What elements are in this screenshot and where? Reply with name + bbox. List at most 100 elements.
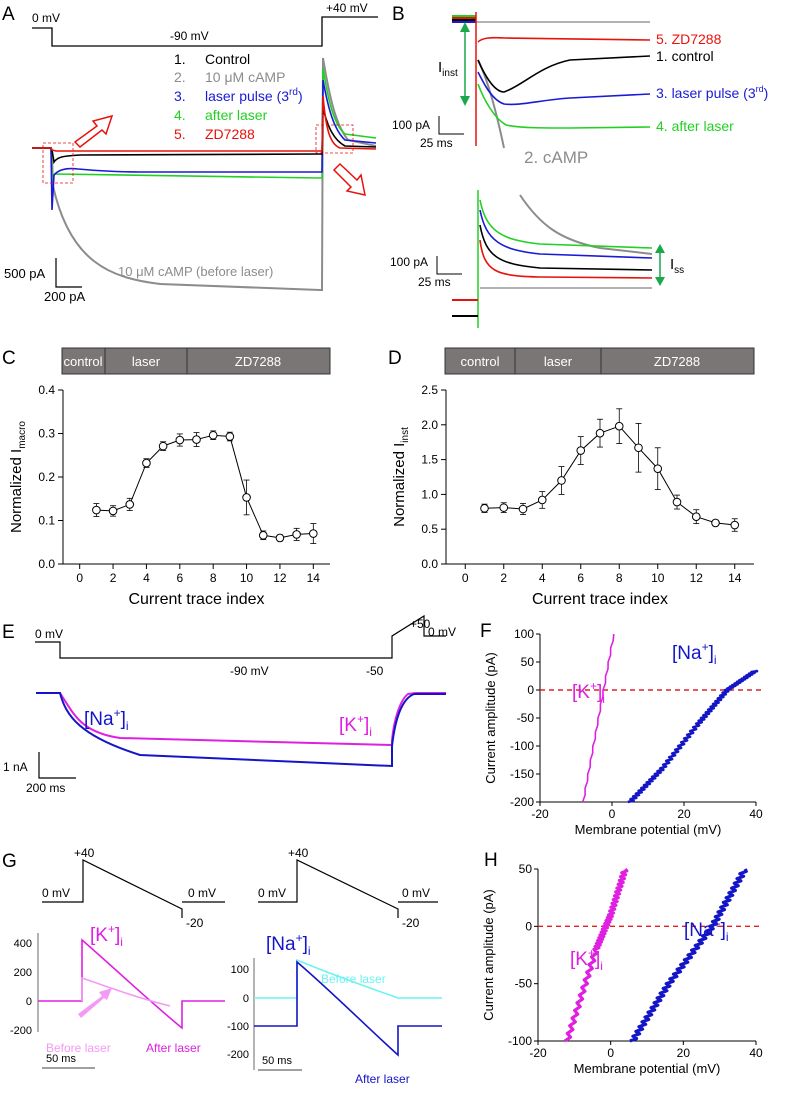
e-scale-bar (38, 752, 76, 779)
panel-label-a: A (2, 4, 15, 25)
y-tick-label: 0 (525, 919, 532, 933)
y-tick-label: -50 (515, 977, 533, 991)
data-point (142, 458, 151, 468)
panel-label-d: D (388, 348, 402, 369)
b-scale-bar-bottom (436, 256, 462, 275)
b-label-after: 4. after laser (656, 118, 734, 134)
data-point (499, 503, 509, 512)
x-tick-label: 20 (677, 1046, 691, 1060)
g-k-v20: -20 (186, 916, 204, 930)
b-label-laser: 3. laser pulse (3rd) (656, 84, 768, 101)
y-axis-label: Normalized Iinst (391, 427, 411, 527)
b-low-control (479, 224, 653, 271)
x-tick-label: -20 (531, 807, 549, 821)
y-tick-label: 0.0 (38, 557, 55, 571)
g-na-v20: -20 (402, 916, 420, 930)
e-label-k: [K+]i (339, 712, 372, 739)
legend-label-after: after laser (205, 107, 268, 123)
data-point (258, 530, 268, 540)
panel-a-scale-bar (55, 258, 82, 288)
legend-label-zd: ZD7288 (205, 126, 255, 142)
data-point (192, 435, 201, 444)
data-point (309, 529, 318, 538)
series-na (629, 868, 748, 1043)
x-tick-label: 0 (462, 571, 469, 585)
y-tick-label: 1.0 (421, 487, 438, 501)
e-scale-v: 1 nA (3, 760, 28, 774)
x-tick-label: 14 (307, 571, 321, 585)
y-tick-label: 0 (527, 683, 534, 697)
y-tick-label: -100 (508, 1034, 532, 1048)
b-trace-camp (477, 59, 505, 149)
y-tick-label: 0.3 (38, 427, 55, 441)
x-tick-label: -20 (529, 1046, 547, 1060)
panel-label-h: H (484, 850, 498, 871)
x-axis-label: Membrane potential (mV) (574, 1061, 721, 1076)
panel-e: E 0 mV -90 mV -50 +50 0 mV [Na+]i [K+]i … (2, 614, 456, 795)
b-trace-after (477, 83, 651, 129)
data-point (537, 495, 547, 505)
y-tick-label: 0.0 (421, 557, 438, 571)
x-tick-label: 0 (607, 1046, 614, 1060)
data-point (691, 512, 701, 521)
data-point (595, 428, 605, 438)
e-v90-label: -90 mV (230, 664, 269, 678)
g-k-after-trace (38, 938, 225, 1030)
panel-b: B Iinst 5. ZD7288 1. control 3. laser pu… (390, 4, 768, 328)
series-na (627, 669, 759, 804)
g-na-v40: +40 (288, 846, 309, 860)
data-point (242, 493, 251, 502)
legend-label-control: Control (205, 51, 250, 67)
legend-num-1: 1. (174, 51, 186, 67)
data-point (634, 443, 643, 453)
data-point (175, 435, 185, 445)
x-tick-label: 4 (143, 571, 150, 585)
g-na-ytick: 0 (243, 993, 249, 1005)
panel-a-legend: 1. Control 2. 10 μM cAMP 3. laser pulse … (174, 51, 303, 142)
y-tick-label: 50 (519, 862, 533, 876)
g-k-ytick: 200 (14, 967, 32, 979)
x-tick-label: 20 (677, 807, 691, 821)
series-k (564, 867, 629, 1043)
b-label-zd: 5. ZD7288 (656, 31, 722, 47)
chart-h: -20 0 20 40 -100 -50 0 50 Membrane potential (mV… (481, 862, 763, 1076)
b-trace-zd (477, 36, 651, 43)
c-protocol-zd: ZD7288 (235, 354, 281, 369)
g-k-v0b: 0 mV (188, 886, 216, 900)
data-point (292, 530, 301, 539)
y-axis-label: Current amplitude (pA) (483, 652, 498, 784)
x-axis-label: Current trace index (532, 591, 668, 608)
zoom-box-left (42, 142, 74, 184)
series-line (96, 434, 314, 539)
x-tick-label: 6 (176, 571, 183, 585)
arrow-up-right (73, 114, 114, 148)
g-na-ytick: -100 (227, 1021, 249, 1033)
y-tick-label: 0.2 (38, 470, 55, 484)
e-v50p-label: +50 (410, 617, 431, 631)
data-point (653, 464, 663, 473)
panel-label-c: C (2, 348, 16, 369)
g-na-before-label: Before laser (321, 972, 386, 986)
panel-a: A 0 mV -90 mV +40 mV 1. Control 2. 10 μM… (2, 1, 378, 304)
data-point (557, 476, 566, 485)
e-v0-label: 0 mV (35, 627, 63, 641)
x-tick-label: 8 (616, 571, 623, 585)
c-protocol-control: control (63, 354, 102, 369)
b-scale-h-bottom: 25 ms (418, 275, 451, 289)
trace-camp (51, 57, 377, 291)
panel-g: G +40 0 mV 0 mV -20 400 200 0 -200 [K+]i… (2, 846, 442, 1086)
b-scale-v-bottom: 100 pA (390, 255, 428, 269)
b-low-camp (519, 194, 653, 255)
x-tick-label: 40 (749, 807, 763, 821)
data-point (108, 506, 118, 516)
x-axis-label: Membrane potential (mV) (575, 822, 722, 837)
e-v50n-label: -50 (366, 664, 384, 678)
legend-label-laser: laser pulse (3rd) (205, 87, 303, 104)
panel-label-g: G (2, 851, 17, 872)
y-tick-label: 2.0 (421, 418, 438, 432)
panel-label-e: E (2, 622, 15, 643)
x-tick-label: 0 (609, 807, 616, 821)
g-before-arrow (78, 988, 112, 1018)
